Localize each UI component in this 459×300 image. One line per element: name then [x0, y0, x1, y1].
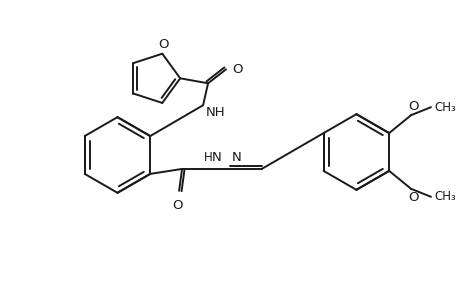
Text: O: O — [407, 100, 417, 113]
Text: N: N — [231, 151, 241, 164]
Text: CH₃: CH₃ — [433, 190, 455, 203]
Text: O: O — [158, 38, 168, 51]
Text: O: O — [231, 63, 242, 76]
Text: CH₃: CH₃ — [433, 101, 455, 114]
Text: O: O — [407, 191, 417, 204]
Text: O: O — [172, 199, 182, 212]
Text: H: H — [203, 151, 212, 164]
Text: NH: NH — [206, 106, 225, 119]
Text: N: N — [212, 151, 221, 164]
